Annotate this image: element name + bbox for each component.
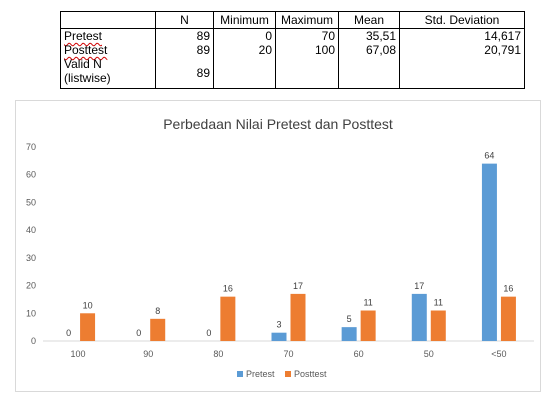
bar-pretest xyxy=(271,332,287,341)
x-tick-label: 80 xyxy=(213,349,223,359)
data-label-posttest: 16 xyxy=(503,284,513,294)
bar-pretest xyxy=(341,327,357,341)
header-cell: Mean xyxy=(338,11,400,29)
row-label: Posttest xyxy=(64,43,108,57)
data-label-posttest: 16 xyxy=(223,284,233,294)
y-axis: 0 10 20 30 40 50 60 70 xyxy=(26,142,36,346)
legend-swatch-posttest xyxy=(285,371,291,377)
y-tick-label: 70 xyxy=(26,142,36,152)
bar-chart: Perbedaan Nilai Pretest dan Posttest 0 10… xyxy=(26,116,534,379)
cell-mean xyxy=(338,57,400,89)
table-header-row: N Minimum Maximum Mean Std. Deviation xyxy=(60,11,525,29)
cell-minimum: 0 xyxy=(213,28,276,43)
cell-std-deviation: 14,617 xyxy=(399,28,525,43)
header-cell: Std. Deviation xyxy=(399,11,525,29)
bar-pretest xyxy=(411,293,427,341)
cell-maximum: 100 xyxy=(275,43,339,57)
bar-posttest xyxy=(150,318,166,341)
data-label-pretest: 5 xyxy=(347,314,352,324)
header-cell: N xyxy=(155,11,214,29)
y-tick-label: 50 xyxy=(26,197,36,207)
row-label-sub: (listwise) xyxy=(64,71,111,85)
cell-std-deviation: 20,791 xyxy=(399,43,525,57)
data-label-pretest: 3 xyxy=(276,320,281,330)
legend-swatch-pretest xyxy=(237,371,243,377)
header-cell: Minimum xyxy=(213,11,276,29)
header-cell xyxy=(60,11,156,29)
y-tick-label: 40 xyxy=(26,225,36,235)
data-label-pretest: 0 xyxy=(66,328,71,338)
legend-label-pretest: Pretest xyxy=(246,369,275,379)
y-tick-label: 10 xyxy=(26,308,36,318)
x-tick-label: 100 xyxy=(71,349,86,359)
descriptive-statistics-table: N Minimum Maximum Mean Std. Deviation Pr… xyxy=(60,11,525,89)
cell-std-deviation xyxy=(399,57,525,89)
bar-posttest xyxy=(430,310,446,341)
cell-maximum: 70 xyxy=(275,28,339,43)
cell-mean: 35,51 xyxy=(338,28,400,43)
cell-minimum: 20 xyxy=(213,43,276,57)
cell-n: 89 xyxy=(155,28,214,43)
data-label-posttest: 8 xyxy=(155,306,160,316)
legend-label-posttest: Posttest xyxy=(294,369,327,379)
y-tick-label: 0 xyxy=(31,336,36,346)
data-label-posttest: 11 xyxy=(363,298,372,308)
bar-posttest xyxy=(290,293,306,341)
cell-mean: 67,08 xyxy=(338,43,400,57)
chart-panel: Perbedaan Nilai Pretest dan Posttest 0 10… xyxy=(15,100,541,392)
cell-minimum xyxy=(213,57,276,89)
table-row: Pretest 89 0 70 35,51 14,617 xyxy=(60,28,525,43)
table-row: Valid N (listwise) 89 xyxy=(60,57,525,89)
data-label-pretest: 17 xyxy=(414,281,424,291)
bar-posttest xyxy=(360,310,376,341)
bars: 0 10 0 8 0 16 3 17 5 11 17 11 64 16 xyxy=(66,151,516,341)
row-label: Pretest xyxy=(64,29,103,43)
x-tick-label: 90 xyxy=(143,349,153,359)
header-cell: Maximum xyxy=(275,11,339,29)
data-label-posttest: 10 xyxy=(83,300,93,310)
cell-n: 89 xyxy=(155,57,214,89)
table-row: Posttest 89 20 100 67,08 20,791 xyxy=(60,43,525,57)
x-tick-label: 60 xyxy=(354,349,364,359)
x-tick-label: <50 xyxy=(491,349,506,359)
bar-posttest xyxy=(80,313,96,341)
y-tick-label: 60 xyxy=(26,170,36,180)
legend: Pretest Posttest xyxy=(237,369,327,379)
cell-n: 89 xyxy=(155,43,214,57)
row-label: Valid N xyxy=(64,57,102,71)
data-label-posttest: 17 xyxy=(293,281,303,291)
data-label-pretest: 0 xyxy=(136,328,141,338)
bar-posttest xyxy=(500,296,516,341)
data-label-posttest: 11 xyxy=(434,298,443,308)
x-tick-label: 70 xyxy=(283,349,293,359)
x-axis: 100 90 80 70 60 50 <50 xyxy=(43,340,534,359)
data-label-pretest: 64 xyxy=(484,151,494,161)
data-label-pretest: 0 xyxy=(206,328,211,338)
y-tick-label: 20 xyxy=(26,281,36,291)
x-tick-label: 50 xyxy=(424,349,434,359)
chart-title: Perbedaan Nilai Pretest dan Posttest xyxy=(163,116,393,132)
cell-maximum xyxy=(275,57,339,89)
y-tick-label: 30 xyxy=(26,253,36,263)
bar-pretest xyxy=(481,163,497,341)
bar-posttest xyxy=(220,296,236,341)
